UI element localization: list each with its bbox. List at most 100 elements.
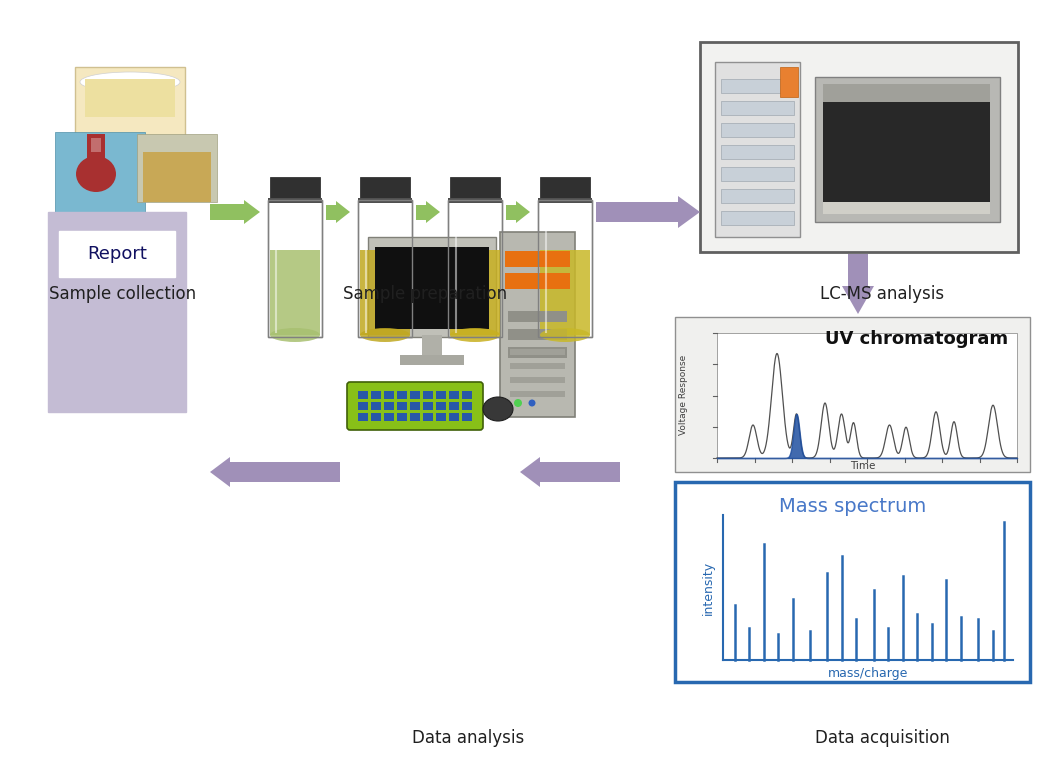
Text: Data analysis: Data analysis xyxy=(411,729,524,747)
Bar xyxy=(500,232,575,417)
Bar xyxy=(268,198,322,203)
Bar xyxy=(508,311,567,322)
Text: Data acquisition: Data acquisition xyxy=(815,729,949,747)
Bar xyxy=(510,349,566,355)
Bar xyxy=(448,200,502,337)
Text: UV chromatogram: UV chromatogram xyxy=(825,330,1008,348)
Bar xyxy=(358,413,368,421)
Bar xyxy=(510,377,566,383)
Bar xyxy=(450,177,500,200)
Polygon shape xyxy=(426,201,440,223)
Bar xyxy=(449,413,459,421)
Bar xyxy=(436,413,446,421)
Bar xyxy=(60,231,175,277)
Bar xyxy=(675,317,1030,472)
Ellipse shape xyxy=(360,328,410,342)
Text: Time: Time xyxy=(849,461,875,471)
Bar xyxy=(815,77,1000,222)
Text: Sample collection: Sample collection xyxy=(49,285,196,303)
Bar xyxy=(423,402,433,410)
Polygon shape xyxy=(520,457,540,487)
Bar xyxy=(823,84,990,102)
Bar xyxy=(410,402,420,410)
Bar xyxy=(75,67,185,157)
Bar xyxy=(449,391,459,399)
Bar xyxy=(371,391,381,399)
Ellipse shape xyxy=(540,328,590,342)
Bar xyxy=(384,391,394,399)
Bar xyxy=(360,177,410,200)
Ellipse shape xyxy=(450,328,500,342)
Bar xyxy=(423,413,433,421)
Bar xyxy=(823,202,990,214)
Bar xyxy=(358,402,368,410)
Bar xyxy=(721,189,794,203)
Bar xyxy=(510,363,566,369)
Bar xyxy=(422,335,442,357)
Bar xyxy=(410,413,420,421)
Bar xyxy=(450,250,500,335)
Bar xyxy=(268,200,322,337)
Bar xyxy=(396,413,407,421)
Bar xyxy=(230,462,340,482)
Text: LC-MS analysis: LC-MS analysis xyxy=(821,285,944,303)
Bar xyxy=(210,204,244,220)
Bar xyxy=(780,67,798,97)
Bar xyxy=(848,254,868,286)
Ellipse shape xyxy=(270,328,320,342)
Polygon shape xyxy=(842,286,874,314)
Bar xyxy=(368,237,496,337)
Bar xyxy=(823,97,990,202)
Bar xyxy=(144,152,210,202)
Bar xyxy=(701,42,1018,252)
Bar xyxy=(396,391,407,399)
Bar xyxy=(506,205,516,220)
Text: mass/charge: mass/charge xyxy=(828,666,908,680)
Bar xyxy=(270,177,320,200)
Bar xyxy=(540,177,590,200)
Bar xyxy=(448,200,502,337)
Ellipse shape xyxy=(75,156,116,192)
Polygon shape xyxy=(244,200,260,224)
Bar xyxy=(538,200,592,337)
Ellipse shape xyxy=(514,399,522,407)
Bar xyxy=(448,198,502,203)
Bar xyxy=(371,413,381,421)
Bar xyxy=(462,413,472,421)
Bar xyxy=(505,273,570,289)
Bar xyxy=(505,251,570,267)
Bar xyxy=(436,402,446,410)
Polygon shape xyxy=(210,457,230,487)
Bar xyxy=(538,200,592,337)
Bar xyxy=(137,134,217,202)
Bar xyxy=(375,247,489,329)
Bar xyxy=(510,391,566,397)
Bar xyxy=(270,250,320,335)
Bar xyxy=(721,123,794,137)
Bar xyxy=(508,347,567,358)
Bar xyxy=(358,391,368,399)
Polygon shape xyxy=(516,201,530,223)
Bar xyxy=(721,79,794,93)
Bar xyxy=(508,329,567,340)
Text: Voltage Response: Voltage Response xyxy=(678,354,688,435)
Bar xyxy=(410,391,420,399)
Polygon shape xyxy=(678,196,701,228)
Bar xyxy=(462,402,472,410)
Bar xyxy=(91,138,101,152)
Bar xyxy=(721,211,794,225)
Bar xyxy=(87,134,105,162)
Bar xyxy=(358,200,412,337)
Bar xyxy=(358,200,412,337)
Bar xyxy=(48,212,186,412)
Bar xyxy=(721,167,794,181)
Bar xyxy=(540,250,590,335)
Ellipse shape xyxy=(483,397,513,421)
Bar xyxy=(358,198,412,203)
Bar xyxy=(371,402,381,410)
Bar xyxy=(675,482,1030,682)
Bar xyxy=(396,402,407,410)
Text: Report: Report xyxy=(87,245,147,263)
Ellipse shape xyxy=(528,400,536,407)
Bar xyxy=(721,145,794,159)
